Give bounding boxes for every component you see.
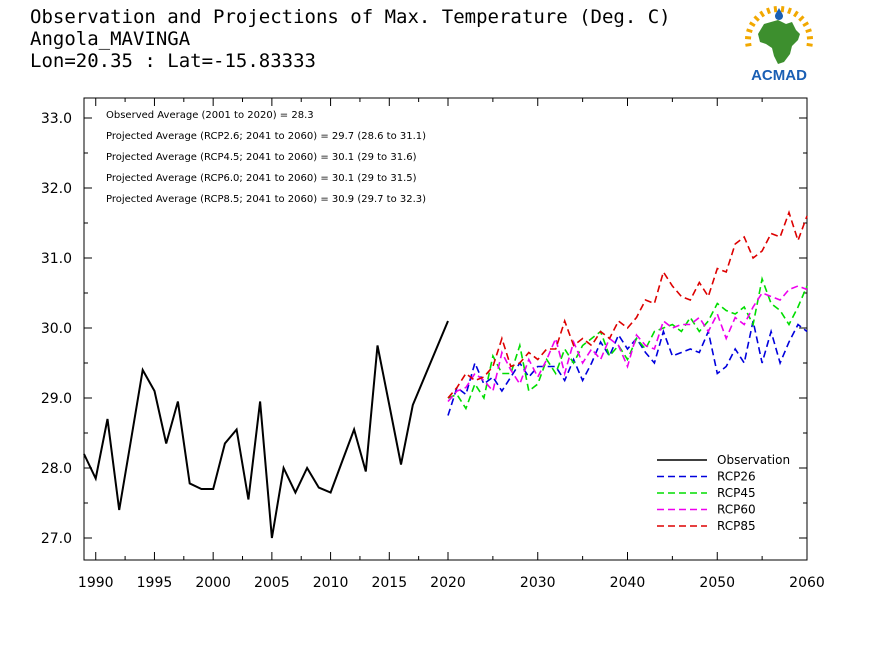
- africa-map-icon: [758, 20, 800, 64]
- annotation-text: Observed Average (2001 to 2020) = 28.3: [106, 110, 314, 121]
- y-tick-label: 31.0: [41, 251, 72, 267]
- axis-tick-labels: 27.0 28.0 29.0 30.0 31.0 32.0 33.0 1990 1995 2000…: [41, 111, 825, 591]
- sun-ray: [759, 10, 766, 18]
- y-tick-label: 28.0: [41, 461, 72, 477]
- sun-ray: [766, 7, 771, 15]
- water-drop-icon: [775, 8, 783, 20]
- sun-ray: [805, 28, 812, 34]
- legend-label: RCP85: [717, 519, 756, 533]
- axis-ticks: [84, 98, 808, 560]
- annotation-text: Projected Average (RCP6.0; 2041 to 2060)…: [106, 173, 417, 184]
- x-tick-label: 2030: [520, 575, 556, 591]
- x-tick-label: 2010: [313, 575, 349, 591]
- series-line-rcp26: [447, 320, 808, 416]
- annotation-text: Projected Average (RCP4.5; 2041 to 2060)…: [106, 152, 417, 163]
- x-tick-label: 2015: [371, 575, 407, 591]
- sun-ray: [787, 7, 792, 15]
- station-name: Angola_MAVINGA: [30, 28, 191, 50]
- y-tick-label: 32.0: [41, 181, 72, 197]
- x-tick-label: 1990: [78, 575, 114, 591]
- legend-label: Observation: [717, 453, 790, 467]
- series-line-rcp85: [447, 210, 808, 399]
- plot-frame: [83, 97, 808, 561]
- annotation-text: Projected Average (RCP8.5; 2041 to 2060)…: [106, 194, 426, 205]
- legend-label: RCP26: [717, 470, 756, 484]
- y-tick-label: 29.0: [41, 391, 72, 407]
- x-tick-label: 1995: [137, 575, 173, 591]
- legend-label: RCP60: [717, 503, 756, 517]
- legend-label: RCP45: [717, 486, 756, 500]
- chart-title: Observation and Projections of Max. Temp…: [30, 6, 671, 28]
- y-tick-label: 33.0: [41, 111, 72, 127]
- sun-ray: [798, 15, 805, 22]
- sun-ray: [753, 15, 760, 22]
- y-tick-label: 30.0: [41, 321, 72, 337]
- sun-ray: [806, 42, 813, 47]
- x-tick-label: 2020: [430, 575, 466, 591]
- series-line-rcp45: [447, 276, 808, 411]
- title-block: Observation and Projections of Max. Temp…: [30, 6, 671, 72]
- x-tick-label: 2060: [789, 575, 825, 591]
- sun-ray: [802, 21, 810, 28]
- series-line-rcp60: [447, 285, 808, 403]
- sun-ray: [748, 21, 756, 28]
- logo-text: ACMAD: [751, 67, 807, 84]
- x-tick-label: 2005: [254, 575, 290, 591]
- sun-rays-icon: [744, 6, 814, 47]
- legend: Observation RCP26 RCP45 RCP60 RCP85: [657, 453, 790, 533]
- sun-ray: [773, 6, 778, 13]
- annotation-text: Projected Average (RCP2.6; 2041 to 2060)…: [106, 131, 426, 142]
- series-line-observation: [83, 320, 449, 539]
- series-lines: [83, 210, 808, 539]
- sun-ray: [745, 42, 752, 47]
- annotations: Observed Average (2001 to 2020) = 28.3 Pr…: [106, 110, 426, 205]
- station-coordinates: Lon=20.35 : Lat=-15.83333: [30, 50, 316, 72]
- acmad-logo: ACMAD: [744, 6, 814, 84]
- sun-ray: [780, 6, 785, 13]
- sun-ray: [746, 28, 753, 34]
- x-tick-label: 2000: [195, 575, 231, 591]
- y-tick-label: 27.0: [41, 531, 72, 547]
- x-tick-label: 2050: [699, 575, 735, 591]
- sun-ray: [792, 10, 799, 18]
- x-tick-label: 2040: [610, 575, 646, 591]
